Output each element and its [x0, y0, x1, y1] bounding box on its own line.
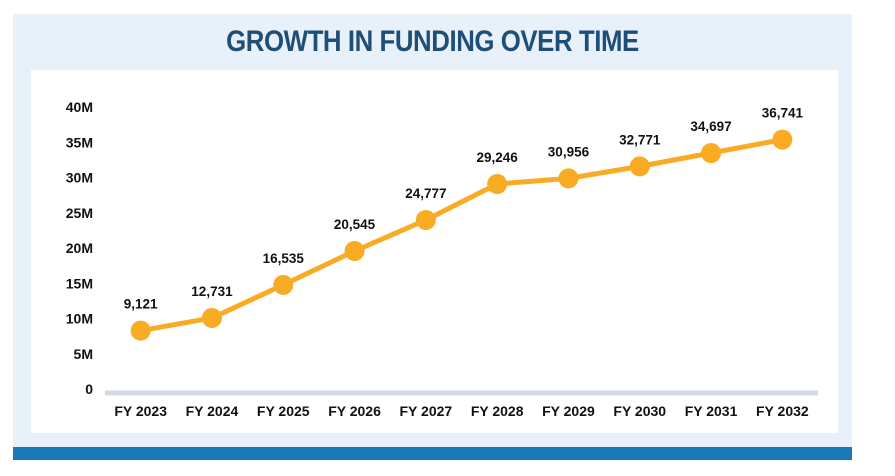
y-tick-label: 15M [66, 275, 93, 291]
panel-bottom-margin [13, 433, 852, 447]
data-label: 30,956 [548, 144, 590, 159]
data-point [273, 274, 294, 295]
x-axis-ticks: FY 2023 FY 2024 FY 2025 FY 2026 FY 2027 FY 20… [114, 403, 809, 419]
data-point [415, 209, 436, 230]
y-tick-label: 35M [66, 134, 93, 150]
y-tick-label: 25M [66, 205, 93, 221]
x-tick-label: FY 2029 [542, 403, 595, 419]
data-label: 20,545 [334, 217, 376, 232]
x-tick-label: FY 2030 [613, 403, 666, 419]
y-axis-ticks: 0 5M 10M 15M 20M 25M 30M 35M 40M [66, 99, 93, 397]
x-tick-label: FY 2027 [400, 403, 453, 419]
y-tick-label: 20M [66, 240, 93, 256]
data-label: 12,731 [191, 284, 233, 299]
data-label: 24,777 [405, 186, 446, 201]
y-tick-label: 5M [74, 346, 93, 362]
data-label: 29,246 [477, 150, 519, 165]
data-point [558, 168, 579, 189]
x-tick-label: FY 2031 [685, 403, 738, 419]
x-tick-label: FY 2025 [257, 403, 310, 419]
data-label: 36,741 [762, 106, 804, 121]
data-label: 16,535 [263, 251, 305, 266]
footer-bar [13, 447, 852, 460]
y-tick-label: 40M [66, 99, 93, 115]
x-tick-label: FY 2028 [471, 403, 524, 419]
x-tick-label: FY 2026 [328, 403, 381, 419]
data-labels: 9,121 12,731 16,535 20,545 24,777 29,246 30,95… [124, 106, 804, 312]
data-label: 34,697 [690, 119, 731, 134]
data-point [629, 156, 650, 177]
data-point [487, 174, 508, 195]
data-point [130, 320, 151, 341]
data-point [701, 143, 722, 164]
data-label: 32,771 [619, 132, 661, 147]
x-tick-label: FY 2032 [756, 403, 809, 419]
data-point [201, 307, 222, 328]
series-line [140, 137, 783, 334]
data-points [130, 129, 793, 341]
x-tick-label: FY 2024 [186, 403, 239, 419]
data-point [344, 241, 365, 261]
y-tick-label: 0 [85, 381, 93, 397]
data-point [772, 129, 793, 150]
plot-area [31, 70, 838, 433]
x-tick-label: FY 2023 [114, 403, 167, 419]
chart-title: GROWTH IN FUNDING OVER TIME [226, 25, 639, 58]
data-label: 9,121 [124, 297, 158, 312]
y-tick-label: 30M [66, 170, 93, 186]
y-tick-label: 10M [66, 311, 93, 327]
